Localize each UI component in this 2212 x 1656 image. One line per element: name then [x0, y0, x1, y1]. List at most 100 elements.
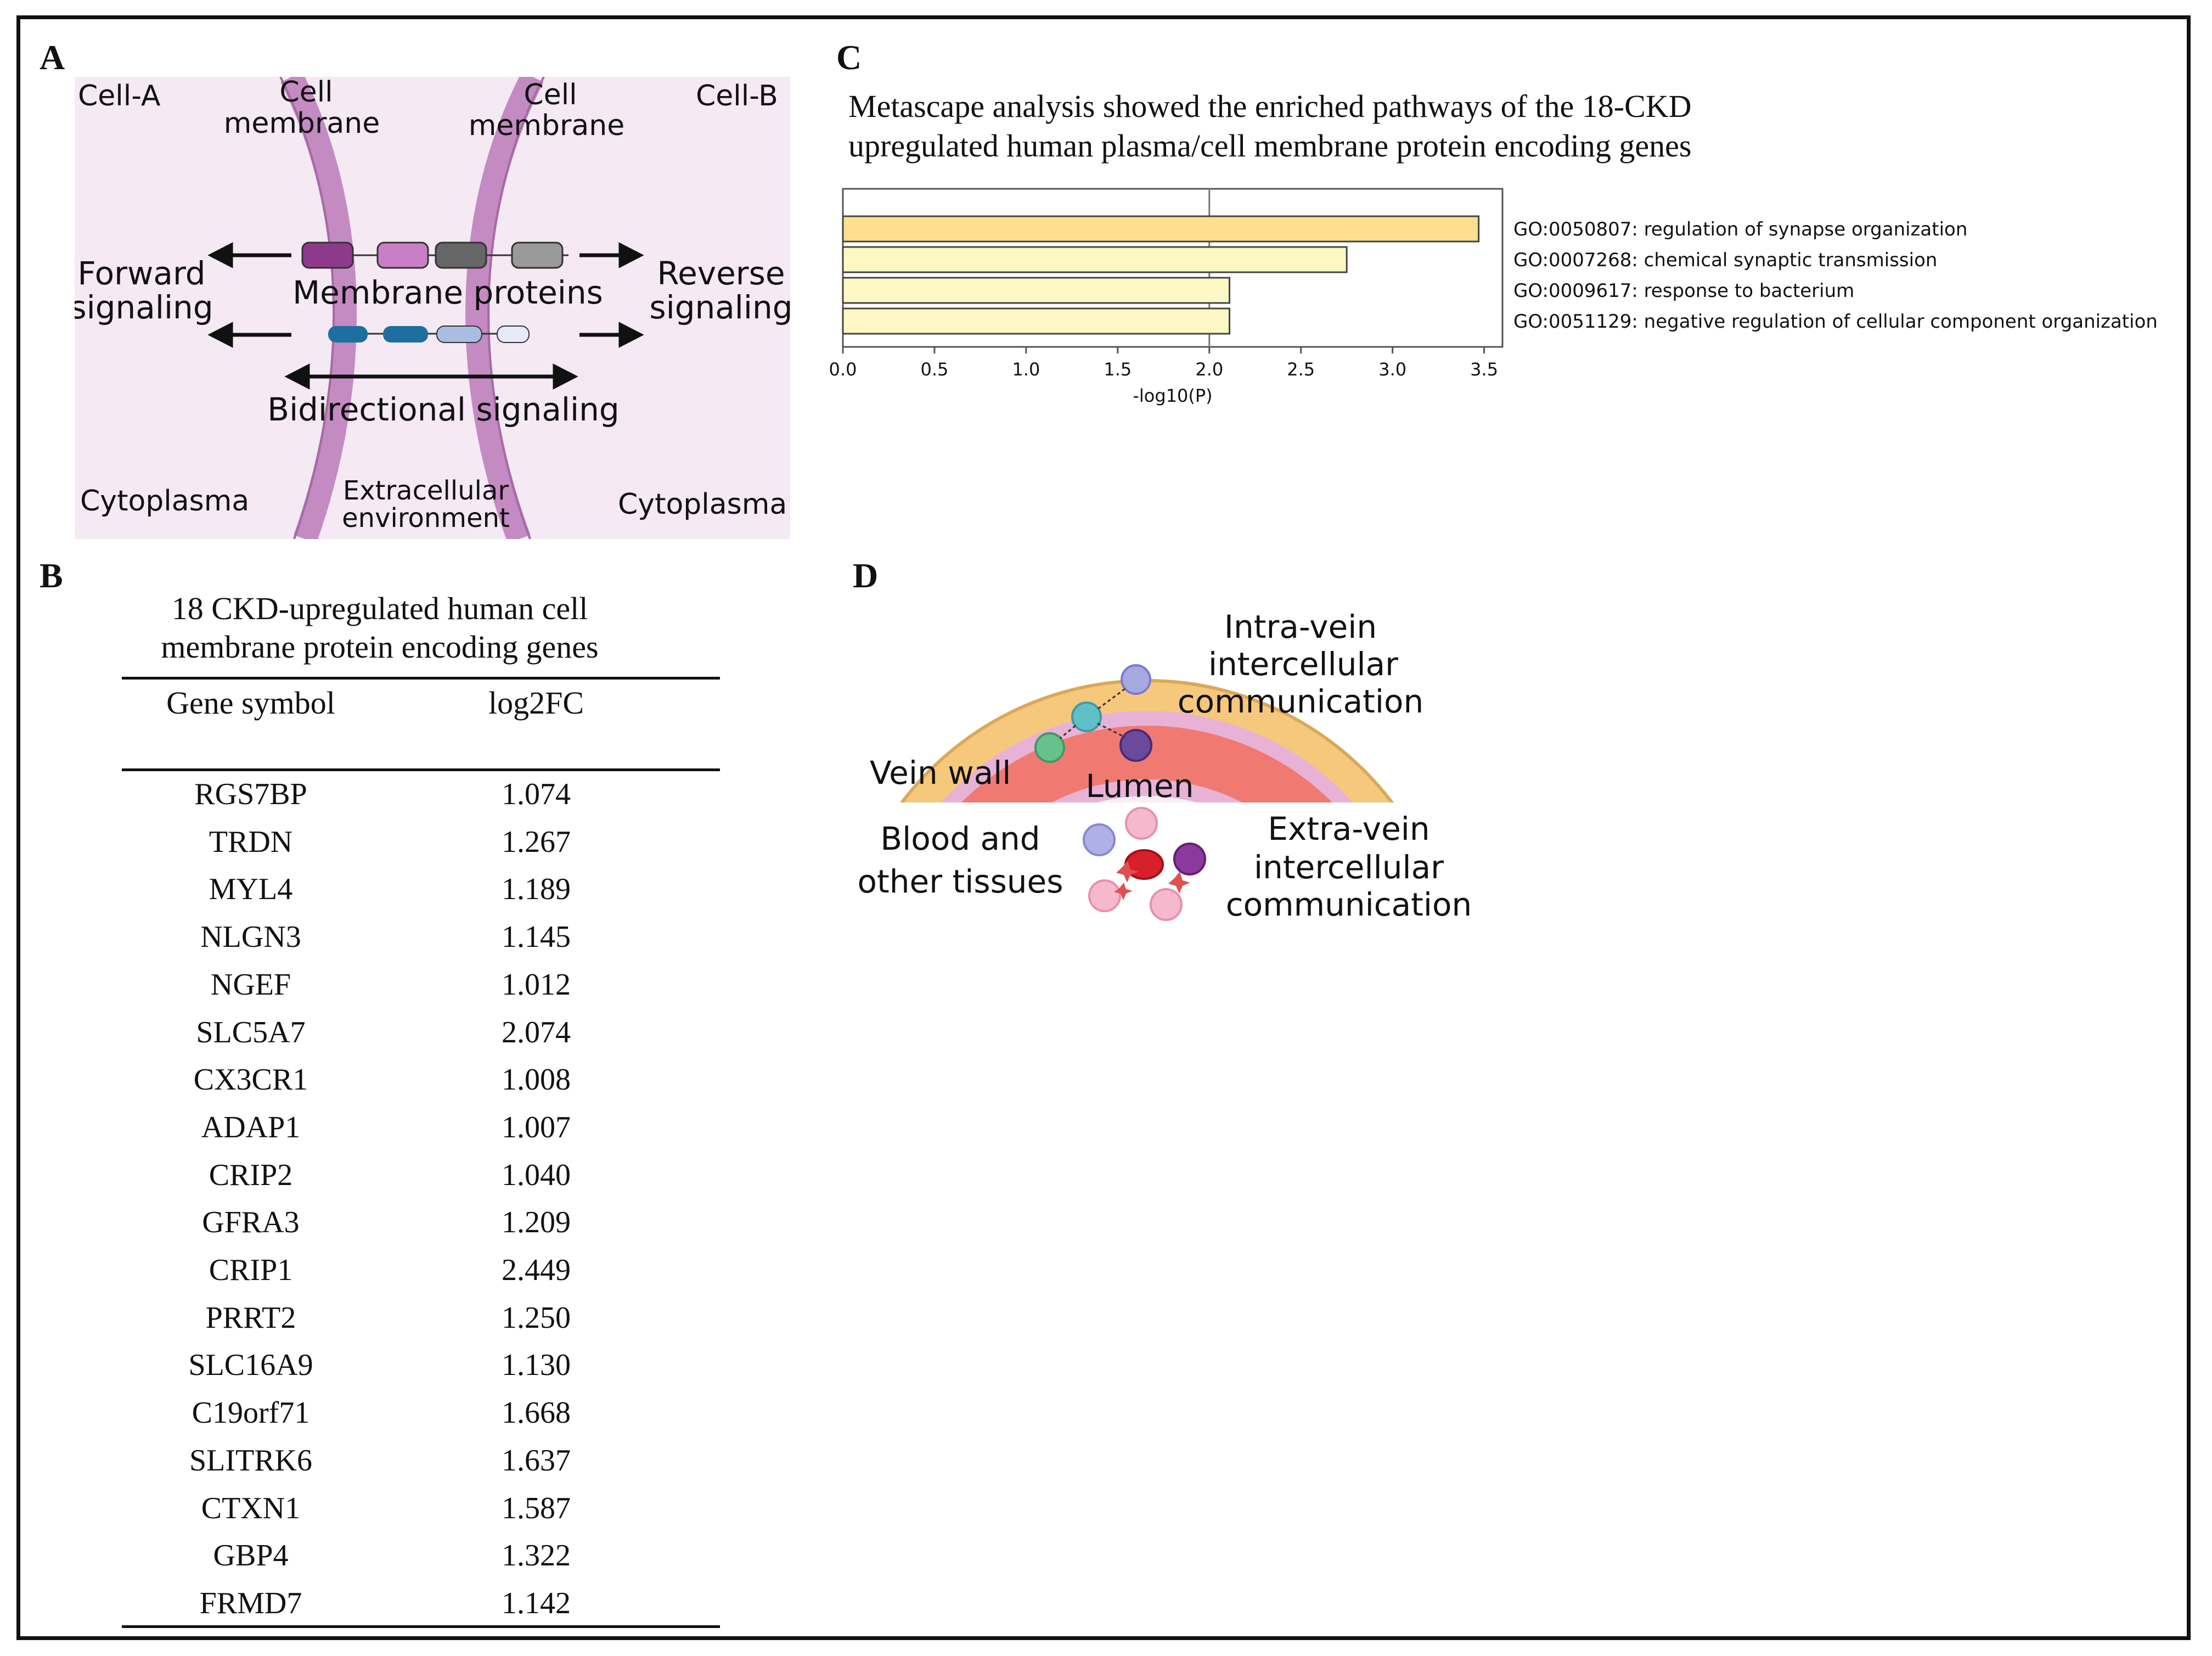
log2fc-cell: 1.322: [502, 1539, 571, 1573]
log2fc-cell: 1.189: [502, 872, 571, 907]
table-body: RGS7BP 1.074 TRDN 1.267 MYL4 1.189 NLGN3 1.145 N…: [122, 777, 720, 1622]
figure-frame: [16, 15, 2191, 1640]
log2fc-cell: 1.145: [502, 920, 571, 955]
gene-symbol-cell: MYL4: [209, 872, 293, 907]
log2fc-cell: 1.074: [502, 777, 571, 811]
x-tick-label: 0.5: [920, 359, 948, 380]
cytoplasma-left-label: Cytoplasma: [80, 485, 249, 518]
table-row: SLC16A9 1.130: [122, 1348, 720, 1395]
gene-symbol-cell: GBP4: [213, 1539, 289, 1573]
bidirectional-label: Bidirectional signaling: [267, 391, 619, 428]
protein-2: [376, 242, 429, 269]
log2fc-cell: 1.587: [502, 1491, 571, 1525]
vein-wall-label: Vein wall: [870, 754, 1011, 791]
table-title-line2: membrane protein encoding genes: [161, 629, 599, 665]
blood-line2: other tissues: [858, 863, 1063, 900]
gene-symbol-cell: C19orf71: [192, 1396, 310, 1430]
table-row: NLGN3 1.145: [122, 919, 720, 967]
table-row: PRRT2 1.250: [122, 1300, 720, 1348]
gene-symbol-cell: SLITRK6: [189, 1443, 312, 1478]
lumen-label: Lumen: [1086, 767, 1194, 805]
extra-vein-line3: communication: [1226, 886, 1472, 923]
membrane-left-line1: Cell: [279, 77, 333, 109]
gene-symbol-cell: PRRT2: [205, 1300, 296, 1335]
table-top-rule: [122, 677, 720, 680]
intra-vein-line3: communication: [1178, 683, 1424, 720]
bar-2: [842, 246, 1348, 273]
wall-cell-2: [1071, 701, 1102, 732]
x-tick-label: 3.5: [1470, 359, 1498, 380]
membrane-signaling-diagram: Cell-A Cell-B Cell membrane Cell membran…: [75, 77, 790, 539]
column-header-gene: Gene symbol: [166, 685, 335, 721]
table-row: NGEF 1.012: [122, 967, 720, 1015]
reverse-signaling-line1: Reverse: [657, 255, 785, 292]
x-tick-label: 3.0: [1378, 359, 1406, 380]
intra-vein-line1: Intra-vein: [1224, 608, 1377, 645]
x-tick-label: 1.0: [1012, 359, 1040, 380]
protein-1: [301, 242, 354, 269]
table-row: SLC5A7 2.074: [122, 1015, 720, 1063]
table-row: ADAP1 1.007: [122, 1110, 720, 1158]
cell-b-label: Cell-B: [696, 80, 778, 113]
extra-vein-line2: intercellular: [1254, 849, 1444, 886]
blood-line1: Blood and: [880, 820, 1040, 857]
category-label: GO:0007268: chemical synaptic transmissi…: [1513, 249, 1937, 271]
protein-8: [497, 325, 530, 343]
category-label: GO:0051129: negative regulation of cellu…: [1513, 311, 2158, 333]
protein-5: [328, 326, 368, 343]
log2fc-cell: 1.668: [502, 1396, 571, 1430]
membrane-right-line2: membrane: [469, 109, 625, 142]
log2fc-cell: 1.040: [502, 1158, 571, 1192]
x-tick-label: 1.5: [1104, 359, 1132, 380]
x-tick-label: 0.0: [829, 359, 857, 380]
extracellular-line2: environment: [342, 503, 510, 534]
blood-cell-6: [1150, 888, 1183, 921]
membrane-proteins-label: Membrane proteins: [292, 274, 603, 311]
left-membrane: [280, 77, 357, 539]
table-row: CRIP2 1.040: [122, 1158, 720, 1205]
gene-table: 18 CKD-upregulated human cell membrane p…: [122, 590, 720, 1633]
column-header-fc: log2FC: [488, 685, 584, 721]
table-bottom-rule: [122, 1625, 720, 1628]
log2fc-cell: 1.012: [502, 967, 571, 1002]
extracellular-line1: Extracellular: [343, 475, 509, 506]
protein-6: [383, 326, 428, 343]
table-row: SLITRK6 1.637: [122, 1443, 720, 1491]
table-row: C19orf71 1.668: [122, 1395, 720, 1443]
protein-7: [436, 325, 482, 343]
table-row: MYL4 1.189: [122, 872, 720, 919]
log2fc-cell: 1.008: [502, 1063, 571, 1097]
gene-symbol-cell: CTXN1: [201, 1491, 301, 1525]
gene-symbol-cell: GFRA3: [202, 1205, 300, 1240]
wall-cell-1: [1121, 664, 1151, 695]
gene-symbol-cell: NGEF: [210, 967, 291, 1002]
membrane-left-line2: membrane: [224, 107, 380, 140]
intra-vein-line2: intercellular: [1208, 645, 1398, 683]
table-title-line1: 18 CKD-upregulated human cell: [171, 591, 588, 626]
bar-4: [842, 307, 1231, 335]
membrane-right-line1: Cell: [524, 78, 577, 111]
panel-label-a: A: [40, 38, 65, 77]
log2fc-cell: 1.250: [502, 1300, 571, 1335]
forward-signaling-line2: signaling: [75, 289, 213, 326]
bar-1: [842, 215, 1480, 243]
table-row: CX3CR1 1.008: [122, 1062, 720, 1110]
panel-label-b: B: [40, 556, 63, 595]
log2fc-cell: 1.142: [502, 1586, 571, 1620]
gene-symbol-cell: CRIP1: [209, 1253, 293, 1287]
table-row: RGS7BP 1.074: [122, 777, 720, 824]
forward-signaling-line1: Forward: [77, 255, 205, 292]
log2fc-cell: 2.074: [502, 1015, 571, 1049]
table-row: CRIP1 2.449: [122, 1253, 720, 1300]
gene-symbol-cell: RGS7BP: [194, 777, 307, 811]
enrichment-bar-chart: GO:0050807: regulation of synapse organi…: [829, 188, 2158, 406]
cell-a-label: Cell-A: [78, 80, 161, 113]
panel-label-d: D: [853, 556, 879, 595]
panel-label-c: C: [836, 38, 862, 77]
blood-cell-4: [1173, 843, 1206, 875]
log2fc-cell: 1.267: [502, 824, 571, 859]
gene-symbol-cell: SLC5A7: [196, 1015, 306, 1049]
reverse-signaling-line2: signaling: [649, 289, 790, 326]
diagram-background: [75, 77, 790, 539]
gene-symbol-cell: CRIP2: [209, 1158, 293, 1192]
